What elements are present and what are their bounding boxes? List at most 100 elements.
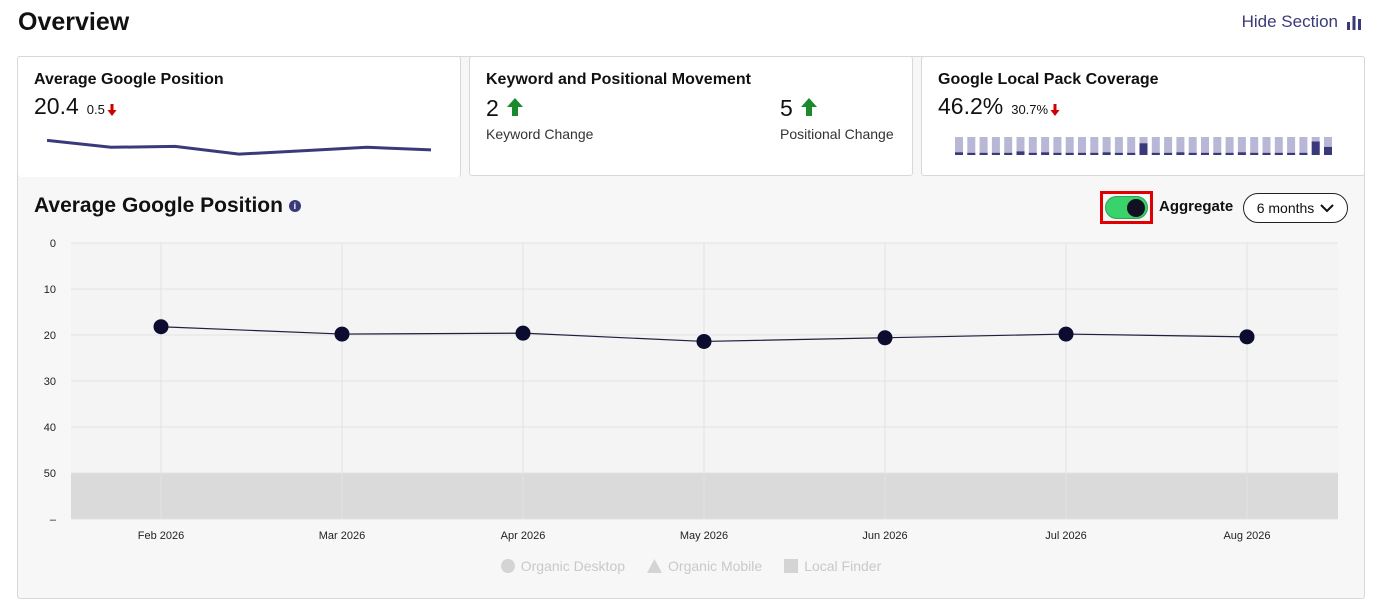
bar-chart-icon xyxy=(1347,16,1361,30)
coverage-bar-bg xyxy=(1324,137,1332,155)
x-tick-label: Jul 2026 xyxy=(1045,530,1087,542)
y-tick-label: 20 xyxy=(44,330,56,342)
coverage-bar-bg xyxy=(1028,137,1037,155)
page-title: Overview xyxy=(18,8,130,36)
coverage-bar-bg xyxy=(1041,137,1050,155)
data-point[interactable] xyxy=(696,333,712,349)
square-icon xyxy=(784,559,799,573)
coverage-bar-bg xyxy=(955,137,963,155)
keyword-change-block: 2 Keyword Change xyxy=(486,95,593,142)
coverage-bar-fill xyxy=(1078,152,1086,155)
coverage-bar-fill xyxy=(1151,152,1160,155)
average-position-chart: 0 10 20 30 40 50 – Feb 2026 Mar 2026 Apr 2026 May … xyxy=(34,233,1348,553)
coverage-bar-fill xyxy=(1262,152,1271,155)
coverage-bar-fill xyxy=(1213,152,1222,155)
card-title: Average Google Position xyxy=(34,71,224,88)
card-average-google-position[interactable]: Average Google Position 20.4 0.5 xyxy=(17,56,461,177)
coverage-bar-fill xyxy=(1004,152,1013,155)
x-tick-label: May 2026 xyxy=(680,530,728,542)
coverage-bar-fill xyxy=(1250,152,1259,155)
arrow-down-icon xyxy=(107,103,117,116)
range-select[interactable]: 6 months xyxy=(1243,193,1348,223)
positional-change-label: Positional Change xyxy=(780,126,894,142)
coverage-bar-fill xyxy=(1164,152,1173,155)
coverage-bar-bg xyxy=(1151,137,1160,155)
hide-section-label: Hide Section xyxy=(1241,12,1338,31)
positional-change-block: 5 Positional Change xyxy=(780,95,894,142)
card-title: Keyword and Positional Movement xyxy=(486,71,751,88)
coverage-bar-bg xyxy=(1213,137,1222,155)
coverage-bar-bg xyxy=(1053,137,1062,155)
arrow-up-icon xyxy=(506,98,523,116)
info-icon[interactable]: i xyxy=(288,200,301,212)
legend-label: Local Finder xyxy=(804,558,882,574)
keyword-change-label: Keyword Change xyxy=(486,126,594,142)
toggle-knob xyxy=(1127,199,1145,217)
chart-title-text: Average Google Position xyxy=(34,194,283,217)
coverage-bar-bg xyxy=(1127,137,1136,155)
coverage-bar-fill xyxy=(1127,152,1136,155)
average-position-delta-value: 0.5 xyxy=(86,102,105,117)
data-point[interactable] xyxy=(515,325,531,341)
y-tick-label: 50 xyxy=(44,468,56,480)
data-point[interactable] xyxy=(1058,326,1074,342)
legend-local-finder[interactable]: Local Finder xyxy=(784,558,881,574)
legend-label: Organic Mobile xyxy=(668,558,763,574)
keyword-change-value: 2 xyxy=(486,95,499,121)
coverage-bar-bg xyxy=(979,137,988,155)
y-tick-label: 30 xyxy=(44,376,56,388)
legend-organic-mobile[interactable]: Organic Mobile xyxy=(647,558,762,574)
coverage-bar-bg xyxy=(1188,137,1197,155)
y-tick-label: 10 xyxy=(44,284,56,296)
coverage-bar-fill xyxy=(1287,152,1296,155)
coverage-bar-fill xyxy=(979,152,988,155)
triangle-icon xyxy=(647,559,663,573)
data-point[interactable] xyxy=(334,326,350,342)
legend-label: Organic Desktop xyxy=(520,558,626,574)
card-title: Google Local Pack Coverage xyxy=(938,71,1159,88)
x-tick-label: Mar 2026 xyxy=(319,530,365,542)
range-select-value: 6 months xyxy=(1256,200,1315,216)
coverage-bar-fill xyxy=(1102,152,1111,155)
coverage-bar-fill xyxy=(1188,152,1197,155)
data-point[interactable] xyxy=(153,319,169,335)
hide-section-button[interactable]: Hide Section xyxy=(1242,12,1362,32)
data-point[interactable] xyxy=(1239,329,1255,345)
aggregate-label: Aggregate xyxy=(1159,198,1234,215)
coverage-bar-bg xyxy=(1065,137,1074,155)
coverage-bar-fill xyxy=(1065,152,1074,155)
average-position-sparkline xyxy=(47,138,432,156)
coverage-bar-fill xyxy=(1225,152,1234,155)
coverage-bar-fill xyxy=(1114,152,1123,155)
coverage-bar-fill xyxy=(1201,152,1209,155)
coverage-bar-bg xyxy=(1016,137,1025,155)
card-keyword-positional-movement[interactable]: Keyword and Positional Movement 2 Keywor… xyxy=(469,56,913,176)
coverage-bar-bg xyxy=(1225,137,1234,155)
y-tick-label: – xyxy=(50,514,57,526)
coverage-bar-fill xyxy=(1311,141,1320,155)
coverage-bar-fill xyxy=(1274,152,1283,155)
x-tick-label: Aug 2026 xyxy=(1223,530,1270,542)
coverage-bar-bg xyxy=(1004,137,1013,155)
aggregate-toggle[interactable] xyxy=(1105,196,1148,219)
card-google-local-pack-coverage[interactable]: Google Local Pack Coverage 46.2% 30.7% xyxy=(921,56,1365,176)
legend-organic-desktop[interactable]: Organic Desktop xyxy=(500,558,626,574)
coverage-bar-bg xyxy=(1299,137,1308,155)
coverage-bar-fill xyxy=(1041,152,1050,155)
coverage-bar-fill xyxy=(1090,152,1099,155)
data-point[interactable] xyxy=(877,330,893,346)
chart-title: Average Google Position i xyxy=(34,194,301,218)
arrow-down-icon xyxy=(1050,103,1060,116)
coverage-bar-bg xyxy=(1287,137,1296,155)
coverage-bar-fill xyxy=(967,152,976,155)
coverage-bar-bg xyxy=(1090,137,1099,155)
coverage-bar-bg xyxy=(1114,137,1123,155)
average-position-value: 20.4 xyxy=(34,93,79,119)
arrow-up-icon xyxy=(800,98,817,116)
positional-change-value: 5 xyxy=(780,95,793,121)
coverage-bar-fill xyxy=(1176,152,1185,155)
coverage-bar-bg xyxy=(1176,137,1185,155)
coverage-bar-bg xyxy=(991,137,1000,155)
coverage-bar-fill xyxy=(991,152,1000,155)
x-tick-label: Jun 2026 xyxy=(862,530,907,542)
